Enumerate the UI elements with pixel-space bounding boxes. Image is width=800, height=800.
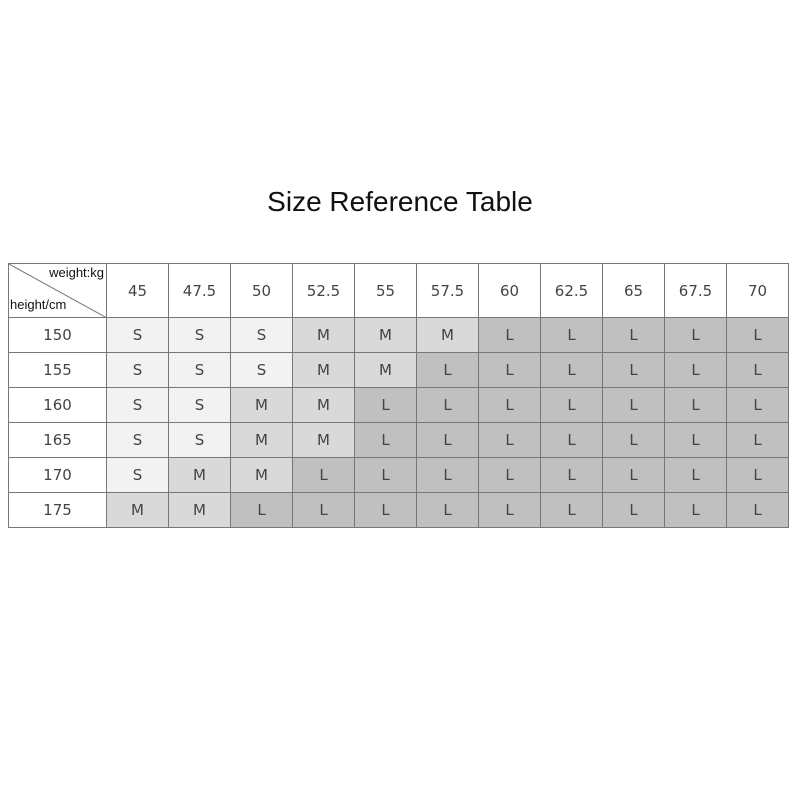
size-cell: L bbox=[664, 387, 727, 423]
size-cell: M bbox=[354, 352, 417, 388]
size-cell: L bbox=[726, 352, 789, 388]
table-row: 160 S S M M L L L L L L L bbox=[8, 387, 789, 423]
header-row: weight:kg height/cm 45 47.5 50 52.5 55 57.5 60… bbox=[8, 263, 789, 318]
weight-header: 60 bbox=[478, 263, 541, 318]
size-cell: S bbox=[168, 352, 231, 388]
size-cell: L bbox=[478, 317, 541, 353]
size-cell: M bbox=[106, 492, 169, 528]
height-header: 160 bbox=[8, 387, 107, 423]
size-cell: L bbox=[354, 422, 417, 458]
size-cell: M bbox=[230, 422, 293, 458]
size-cell: M bbox=[292, 422, 355, 458]
height-header: 165 bbox=[8, 422, 107, 458]
size-cell: L bbox=[602, 457, 665, 493]
height-header: 175 bbox=[8, 492, 107, 528]
size-cell: L bbox=[540, 457, 603, 493]
weight-header: 65 bbox=[602, 263, 665, 318]
size-cell: L bbox=[602, 317, 665, 353]
size-cell: L bbox=[602, 352, 665, 388]
size-cell: M bbox=[292, 317, 355, 353]
size-cell: L bbox=[664, 352, 727, 388]
size-cell: S bbox=[106, 457, 169, 493]
size-cell: L bbox=[602, 387, 665, 423]
size-cell: L bbox=[726, 387, 789, 423]
size-cell: L bbox=[664, 422, 727, 458]
corner-cell: weight:kg height/cm bbox=[8, 263, 107, 318]
size-cell: L bbox=[478, 422, 541, 458]
size-cell: S bbox=[230, 317, 293, 353]
size-cell: M bbox=[230, 457, 293, 493]
height-header: 155 bbox=[8, 352, 107, 388]
size-cell: S bbox=[168, 317, 231, 353]
size-cell: L bbox=[416, 352, 479, 388]
size-cell: L bbox=[478, 387, 541, 423]
size-cell: L bbox=[540, 317, 603, 353]
size-cell: L bbox=[540, 422, 603, 458]
size-cell: S bbox=[106, 317, 169, 353]
size-cell: S bbox=[106, 387, 169, 423]
size-cell: L bbox=[478, 352, 541, 388]
size-cell: S bbox=[106, 422, 169, 458]
weight-header: 57.5 bbox=[416, 263, 479, 318]
weight-header: 67.5 bbox=[664, 263, 727, 318]
size-cell: M bbox=[354, 317, 417, 353]
size-cell: L bbox=[726, 457, 789, 493]
size-cell: L bbox=[354, 387, 417, 423]
size-cell: L bbox=[726, 422, 789, 458]
weight-header: 52.5 bbox=[292, 263, 355, 318]
table-row: 170 S M M L L L L L L L L bbox=[8, 457, 789, 493]
size-cell: L bbox=[416, 492, 479, 528]
size-cell: M bbox=[168, 457, 231, 493]
height-header: 170 bbox=[8, 457, 107, 493]
weight-header: 70 bbox=[726, 263, 789, 318]
weight-header: 47.5 bbox=[168, 263, 231, 318]
size-cell: M bbox=[292, 352, 355, 388]
table-row: 175 M M L L L L L L L L L bbox=[8, 492, 789, 528]
size-cell: L bbox=[540, 492, 603, 528]
table-row: 165 S S M M L L L L L L L bbox=[8, 422, 789, 458]
size-cell: L bbox=[602, 492, 665, 528]
size-cell: L bbox=[540, 387, 603, 423]
size-cell: L bbox=[354, 457, 417, 493]
weight-axis-label: weight:kg bbox=[49, 265, 104, 280]
size-cell: M bbox=[416, 317, 479, 353]
size-cell: S bbox=[230, 352, 293, 388]
table-row: 155 S S S M M L L L L L L bbox=[8, 352, 789, 388]
weight-header: 45 bbox=[106, 263, 169, 318]
height-axis-label: height/cm bbox=[10, 297, 67, 312]
size-cell: L bbox=[664, 492, 727, 528]
size-cell: L bbox=[292, 492, 355, 528]
size-cell: M bbox=[230, 387, 293, 423]
diagonal-divider bbox=[9, 264, 106, 317]
size-cell: L bbox=[478, 492, 541, 528]
size-cell: L bbox=[416, 457, 479, 493]
height-header: 150 bbox=[8, 317, 107, 353]
size-cell: L bbox=[230, 492, 293, 528]
size-cell: M bbox=[168, 492, 231, 528]
size-cell: S bbox=[168, 422, 231, 458]
size-cell: L bbox=[540, 352, 603, 388]
size-cell: L bbox=[416, 387, 479, 423]
table-row: 150 S S S M M M L L L L L bbox=[8, 317, 789, 353]
size-cell: L bbox=[602, 422, 665, 458]
size-cell: L bbox=[726, 317, 789, 353]
size-cell: S bbox=[106, 352, 169, 388]
weight-header: 62.5 bbox=[540, 263, 603, 318]
weight-header: 50 bbox=[230, 263, 293, 318]
size-cell: L bbox=[416, 422, 479, 458]
size-cell: L bbox=[726, 492, 789, 528]
size-table: weight:kg height/cm 45 47.5 50 52.5 55 57.5 60… bbox=[8, 263, 789, 528]
size-cell: M bbox=[292, 387, 355, 423]
size-cell: L bbox=[354, 492, 417, 528]
size-cell: L bbox=[478, 457, 541, 493]
size-cell: L bbox=[664, 457, 727, 493]
weight-header: 55 bbox=[354, 263, 417, 318]
page-title: Size Reference Table bbox=[267, 186, 533, 217]
size-cell: L bbox=[292, 457, 355, 493]
size-cell: S bbox=[168, 387, 231, 423]
size-cell: L bbox=[664, 317, 727, 353]
